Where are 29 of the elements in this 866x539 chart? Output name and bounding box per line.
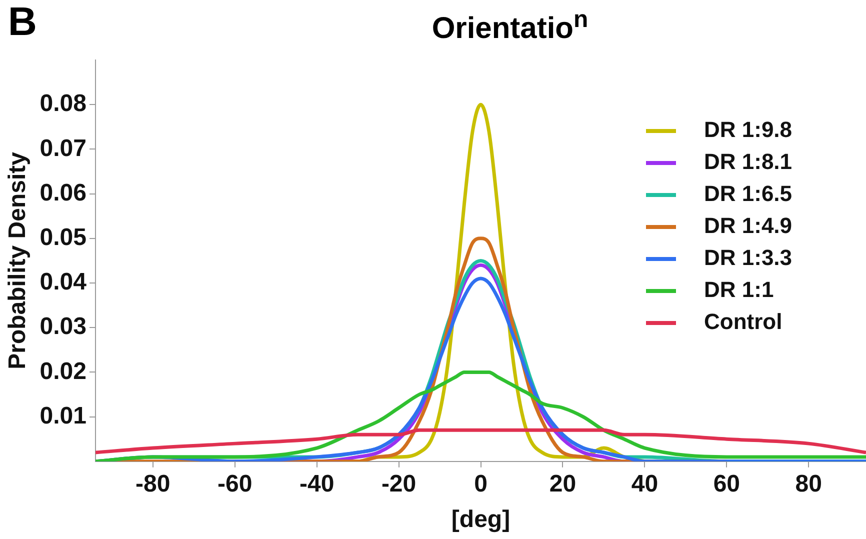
legend-label: DR 1:6.5	[704, 181, 792, 206]
x-tick-label: 40	[631, 470, 658, 498]
y-tick-label: 0.01	[40, 402, 87, 430]
x-tick-label: -20	[381, 470, 416, 498]
y-tick-label: 0.03	[40, 313, 87, 340]
x-tick-label: -40	[299, 470, 334, 498]
x-tick-label: 80	[795, 470, 822, 498]
y-tick-label: 0.04	[40, 268, 88, 296]
y-tick-label: 0.07	[40, 134, 87, 162]
x-tick-label: 20	[549, 470, 576, 498]
legend-label: DR 1:1	[704, 277, 774, 302]
legend-label: Control	[704, 309, 782, 334]
x-axis-title: [deg]	[451, 506, 510, 534]
y-tick-label: 0.05	[40, 224, 87, 252]
text: B	[8, 0, 37, 45]
y-tick-label: 0.08	[40, 90, 87, 118]
x-tick-label: -60	[218, 470, 252, 498]
y-tick-label: 0.02	[40, 358, 87, 385]
legend-label: DR 1:9.8	[704, 117, 792, 142]
x-tick-label: -80	[136, 470, 170, 498]
x-tick-label: 60	[713, 470, 740, 498]
legend-label: DR 1:3.3	[704, 245, 792, 270]
legend-label: DR 1:8.1	[704, 149, 792, 174]
x-tick-label: 0	[474, 470, 488, 498]
legend-label: DR 1:4.9	[704, 213, 792, 238]
y-axis-title: Probability Density	[4, 151, 32, 370]
chart-title: Orientatio$^{n}$	[430, 6, 590, 46]
y-tick-label: 0.06	[40, 179, 87, 206]
line-series	[96, 428, 866, 454]
